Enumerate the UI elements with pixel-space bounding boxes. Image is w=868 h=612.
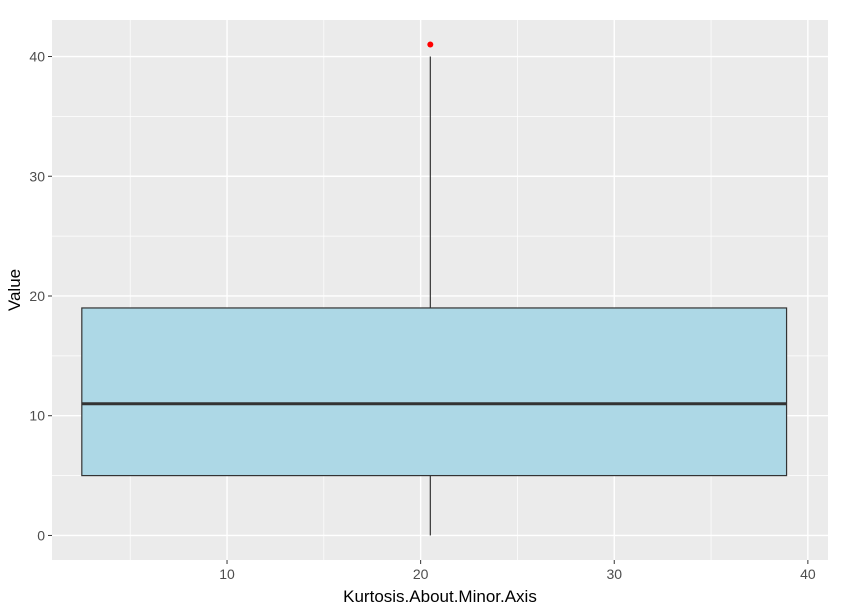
y-axis-title: Value	[5, 269, 24, 311]
y-tick-label: 20	[29, 288, 45, 304]
outlier-point	[427, 41, 434, 48]
plot-panel	[52, 20, 828, 560]
x-tick-label: 30	[606, 566, 622, 582]
y-tick-label: 10	[29, 408, 45, 424]
x-axis-ticks: 10 20 30 40	[219, 560, 816, 582]
outlier-points	[427, 41, 434, 48]
y-tick-label: 30	[29, 168, 45, 184]
x-tick-label: 10	[219, 566, 235, 582]
x-axis-title: Kurtosis.About.Minor.Axis	[343, 587, 537, 606]
y-axis-ticks: 0 10 20 30 40	[29, 49, 52, 543]
y-tick-label: 40	[29, 49, 45, 65]
box-group	[81, 56, 788, 536]
y-tick-label: 0	[37, 527, 45, 543]
x-tick-label: 20	[413, 566, 429, 582]
interquartile-box	[81, 307, 788, 477]
x-tick-label: 40	[800, 566, 816, 582]
